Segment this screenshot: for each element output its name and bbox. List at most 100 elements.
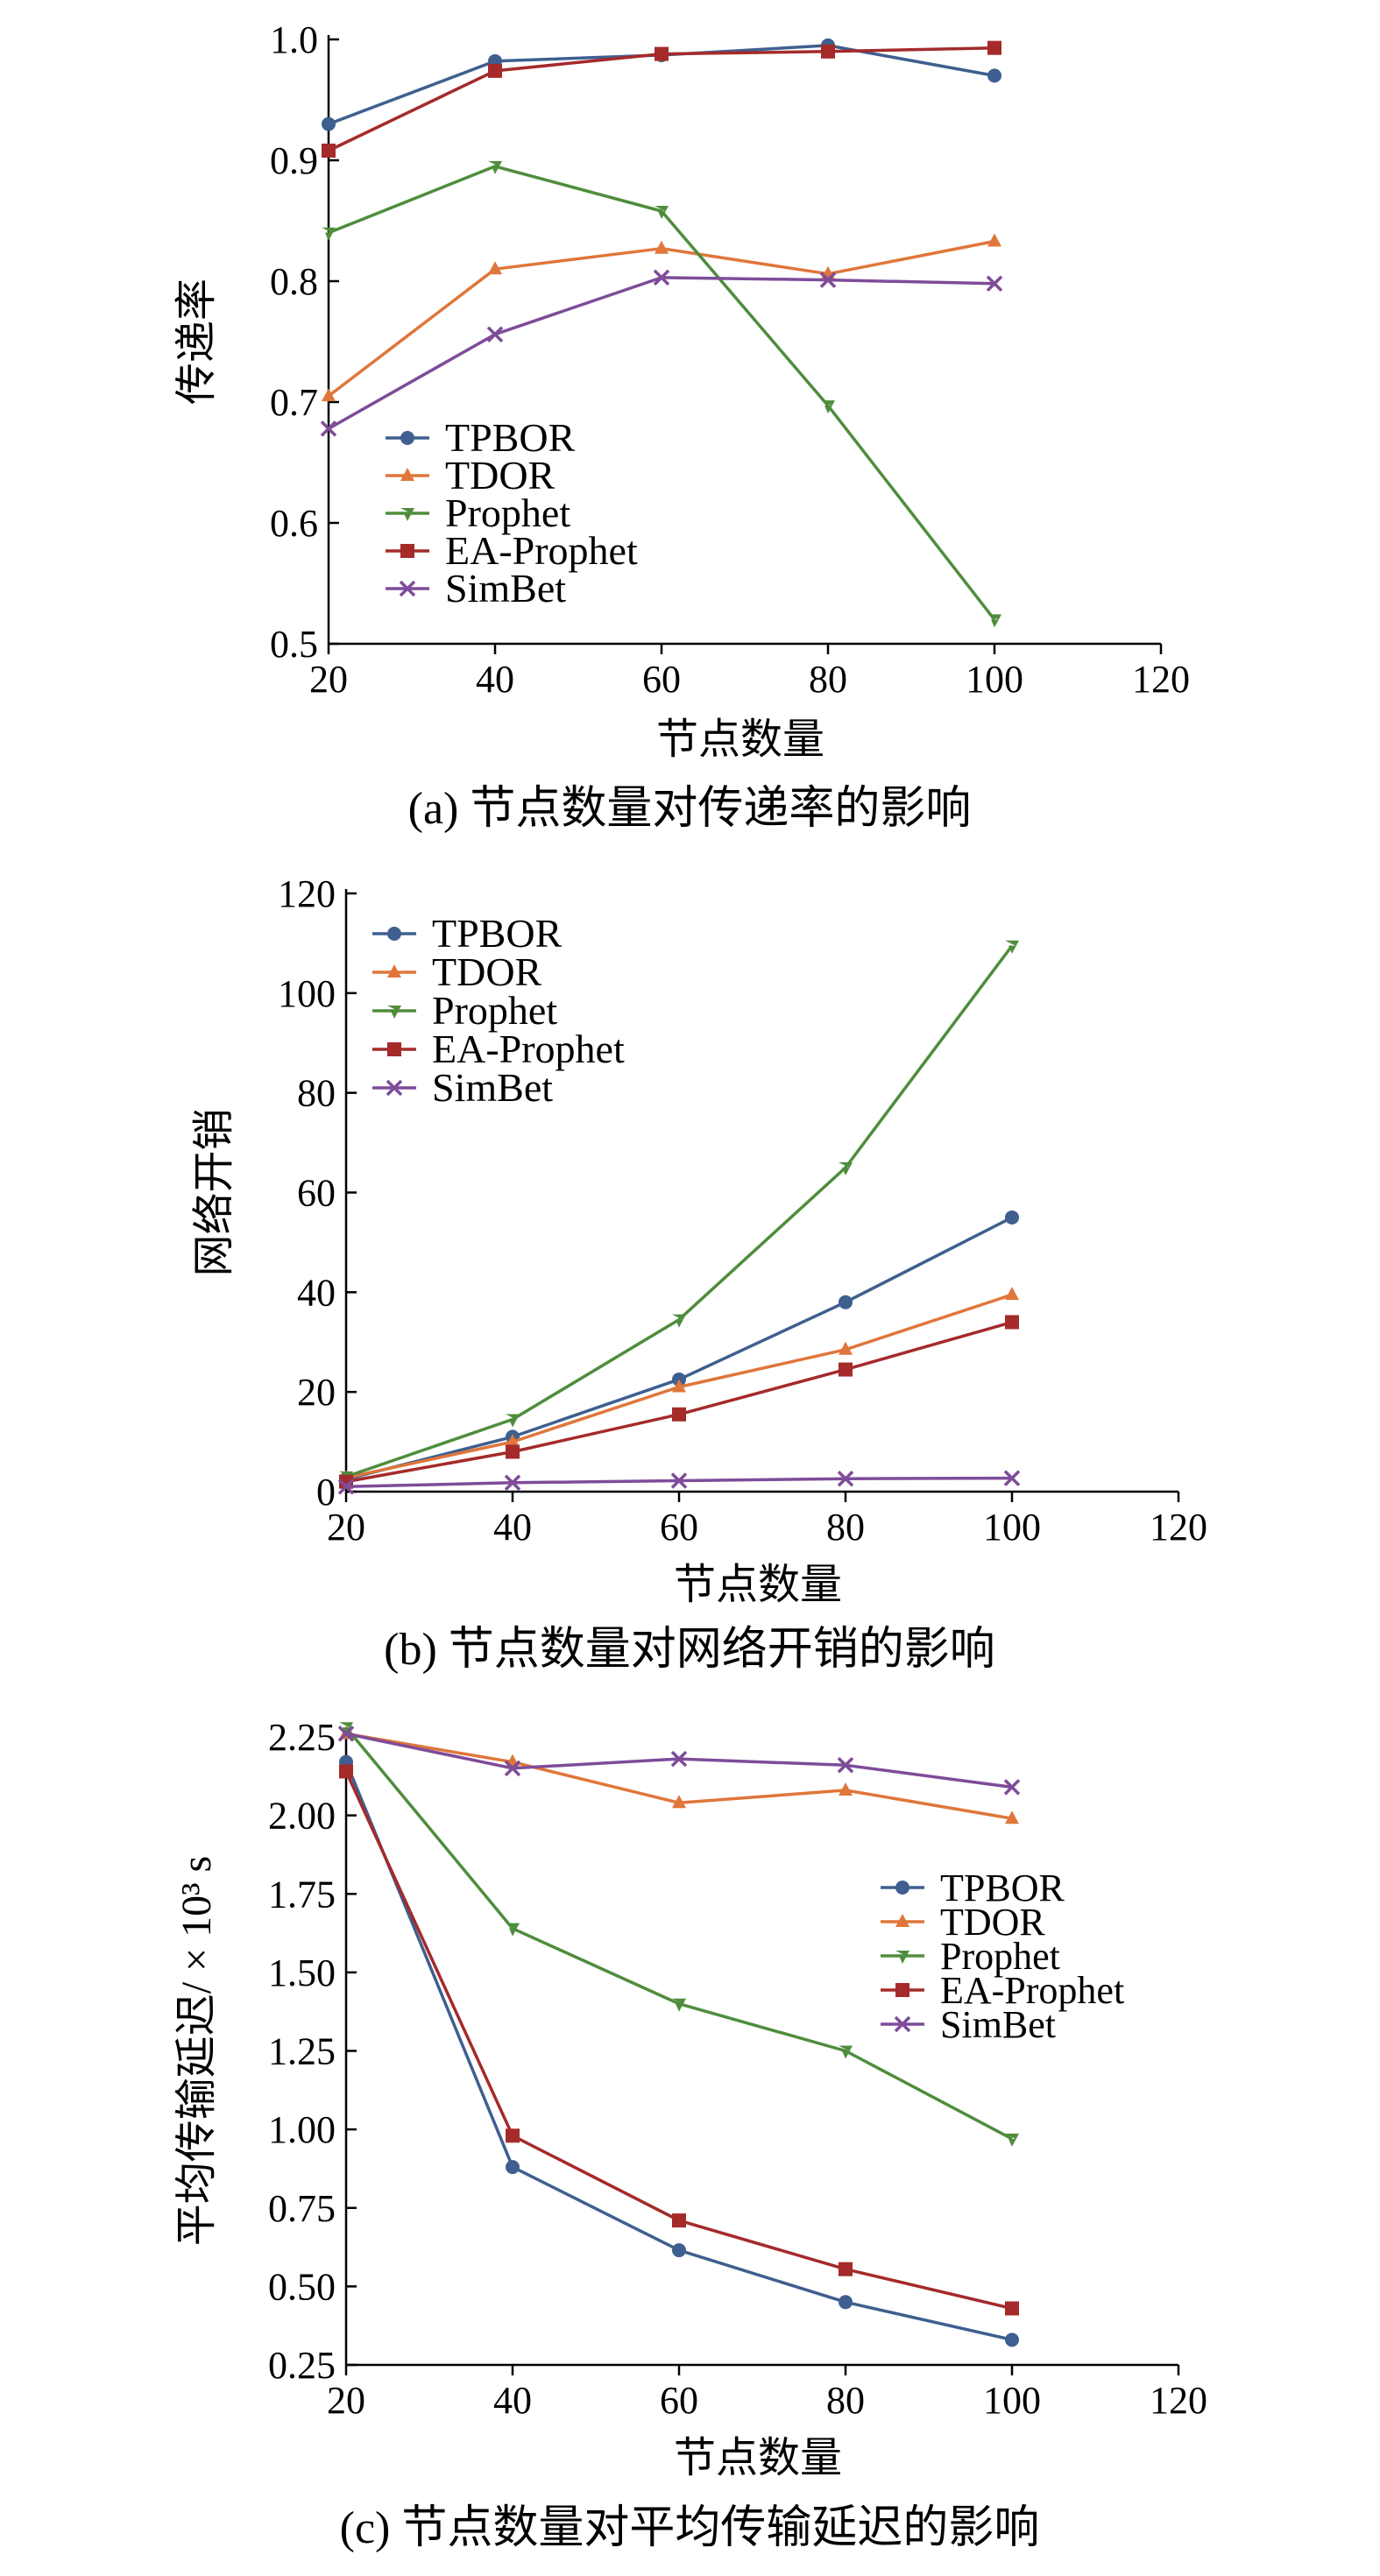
legend-item-prophet: Prophet — [881, 1935, 1060, 1978]
legend-item-simbet: SimBet — [386, 566, 566, 610]
y-tick-label: 0.8 — [270, 260, 318, 303]
legend-label: Prophet — [445, 490, 570, 535]
legend-marker — [894, 2015, 911, 2033]
legend-marker — [387, 1006, 401, 1019]
x-tick-label: 120 — [1150, 2379, 1207, 2422]
y-tick-label: 20 — [297, 1371, 336, 1414]
x-tick-label: 20 — [309, 658, 348, 701]
y-tick-label: 40 — [297, 1271, 336, 1314]
x-tick-label: 120 — [1132, 658, 1190, 701]
legend-marker — [400, 468, 414, 481]
legend-item-prophet: Prophet — [386, 490, 570, 535]
legend-marker — [895, 1951, 909, 1964]
y-tick-label: 2.25 — [268, 1716, 336, 1759]
x-tick-label: 80 — [809, 658, 847, 701]
legend-marker — [399, 580, 416, 597]
y-tick-label: 0.9 — [270, 139, 318, 182]
x-tick-label: 20 — [327, 2379, 365, 2422]
data-point — [506, 1444, 520, 1459]
data-point — [655, 46, 669, 61]
data-point — [488, 160, 502, 174]
data-point — [1003, 1779, 1021, 1796]
data-point — [839, 2295, 853, 2310]
legend-label: TDOR — [940, 1901, 1045, 1944]
data-point — [987, 233, 1001, 247]
data-point — [488, 261, 502, 275]
series-ea-prophet — [322, 40, 1001, 158]
data-point — [821, 400, 835, 414]
data-point — [653, 269, 670, 286]
y-axis-label: 平均传输延迟/ × 10³ s — [173, 1856, 220, 2246]
data-point — [672, 1314, 686, 1328]
y-tick-label: 1.0 — [270, 18, 318, 61]
chart-caption: (c) 节点数量对平均传输延迟的影响 — [340, 2503, 1040, 2553]
x-tick-label: 20 — [327, 1506, 365, 1549]
data-point — [1005, 1315, 1019, 1330]
series-ea-prophet — [339, 1764, 1019, 2316]
series-prophet — [322, 160, 1001, 628]
data-point — [322, 388, 336, 402]
data-point — [337, 1479, 355, 1495]
data-point — [504, 1474, 521, 1491]
legend-marker — [895, 1983, 909, 1997]
data-point — [987, 614, 1001, 628]
data-point — [987, 68, 1001, 83]
data-point — [504, 1760, 521, 1777]
data-point — [837, 1470, 854, 1487]
data-point — [839, 1782, 853, 1796]
y-tick-label: 80 — [297, 1072, 336, 1115]
chart-average-delay: 0.25 0.50 0.75 1.00 1.25 1.50 1.75 2.00 2.25 20 40… — [173, 1716, 1207, 2553]
legend-item-tpbor: TPBOR — [881, 1867, 1065, 1909]
y-tick-label: 0.7 — [270, 381, 318, 424]
series-tdor — [322, 233, 1001, 402]
x-tick-label: 120 — [1150, 1506, 1207, 1549]
chart-caption: (a) 节点数量对传递率的影响 — [408, 784, 972, 834]
data-point — [837, 1757, 854, 1774]
data-point — [506, 1923, 520, 1937]
chart-caption: (b) 节点数量对网络开销的影响 — [384, 1625, 995, 1675]
data-point — [506, 1414, 520, 1428]
y-tick-label: 120 — [278, 872, 336, 915]
y-tick-label: 0.50 — [268, 2265, 336, 2308]
y-tick-label: 1.50 — [268, 1951, 336, 1994]
series-simbet — [337, 1470, 1021, 1495]
data-point — [506, 1434, 520, 1448]
legend-label: TDOR — [445, 453, 556, 498]
data-point — [839, 1341, 853, 1355]
series-line — [328, 46, 995, 152]
data-point — [506, 2160, 520, 2175]
data-point — [322, 143, 336, 158]
chart-delivery-rate: 0.5 0.6 0.7 0.8 0.9 1.0 20 40 60 80 100 120 节点数量 传递率 (… — [173, 18, 1190, 834]
data-point — [506, 2128, 520, 2143]
legend-item-ea-prophet: EA-Prophet — [881, 1969, 1124, 2012]
y-tick-label: 1.00 — [268, 2108, 336, 2151]
series-line — [345, 944, 1014, 1479]
data-point — [655, 240, 669, 254]
data-point — [672, 1379, 686, 1393]
legend-marker — [387, 927, 401, 941]
x-axis-label: 节点数量 — [674, 2435, 842, 2481]
y-tick-label: 0.5 — [270, 623, 318, 666]
data-point — [819, 272, 837, 288]
x-tick-label: 60 — [660, 1506, 698, 1549]
data-point — [672, 2243, 686, 2258]
data-point — [839, 2262, 853, 2276]
legend-label: EA-Prophet — [432, 1027, 625, 1071]
legend-marker — [895, 1881, 909, 1895]
data-point — [839, 2045, 853, 2059]
legend-label: SimBet — [940, 2003, 1056, 2046]
legend-label: Prophet — [432, 988, 557, 1033]
series-line — [344, 1770, 1013, 2311]
legend-label: EA-Prophet — [445, 528, 638, 573]
x-tick-label: 40 — [493, 1506, 532, 1549]
data-point — [987, 40, 1001, 55]
legend-marker — [386, 1079, 403, 1097]
legend-item-tpbor: TPBOR — [386, 415, 576, 460]
data-point — [839, 1162, 853, 1176]
legend-item-ea-prophet: EA-Prophet — [386, 528, 638, 573]
data-point — [339, 1722, 353, 1736]
